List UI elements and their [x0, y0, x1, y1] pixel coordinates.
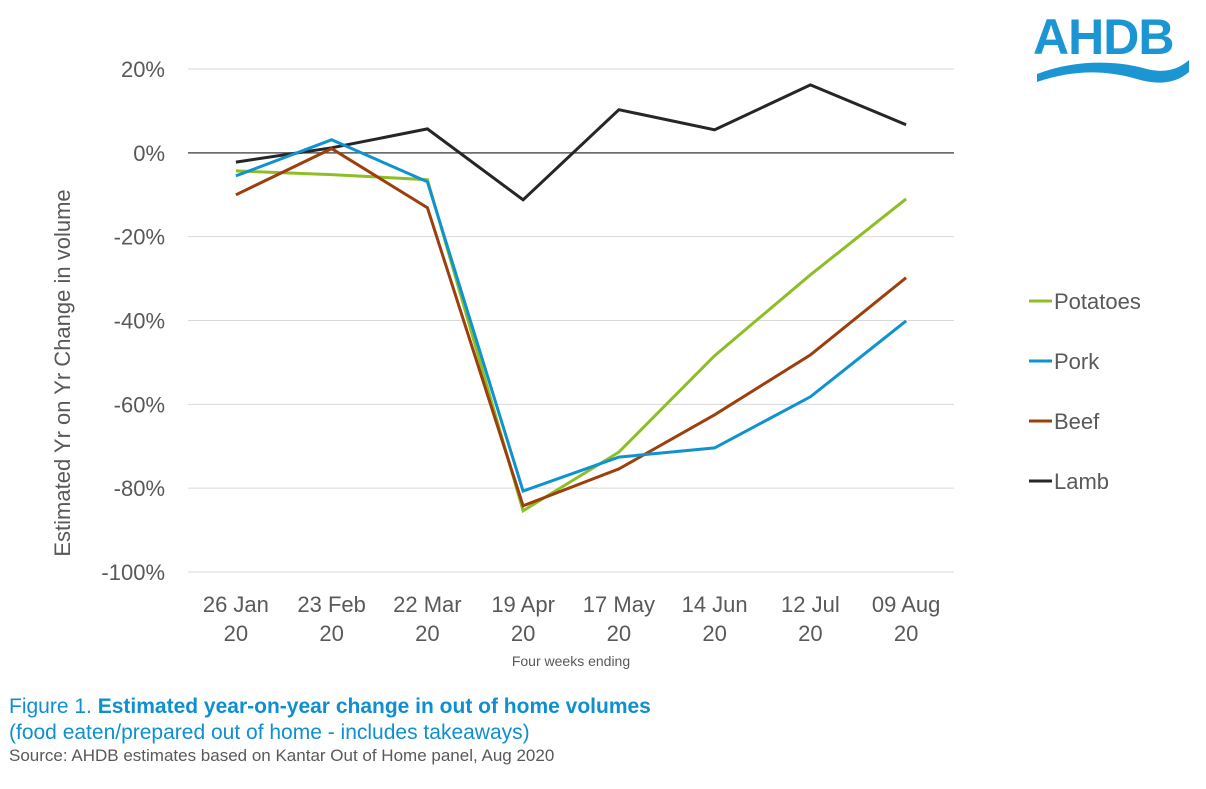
x-axis-title: Four weeks ending: [512, 653, 630, 669]
series-line-beef: [235, 146, 908, 508]
y-axis-title: Estimated Yr on Yr Change in volume: [50, 189, 75, 556]
figure-label: Figure 1.: [9, 695, 92, 718]
ahdb-logo: AHDB: [1033, 8, 1193, 90]
figure-title: Estimated year-on-year change in out of …: [97, 695, 651, 718]
legend-item-beef: Beef: [1029, 409, 1100, 434]
x-tick-label: 09 Aug 20: [872, 592, 941, 646]
x-tick-label: 23 Feb 20: [297, 592, 366, 646]
y-tick-label: 0%: [133, 141, 165, 166]
x-tick-label: 17 May 20: [583, 592, 655, 646]
caption-title-line: Figure 1. Estimated year-on-year change …: [9, 694, 651, 720]
x-axis-ticks: 26 Jan 20 23 Feb 20 22 Mar 20 19 Apr 20 17 May 20…: [203, 592, 941, 646]
y-tick-label: -100%: [101, 560, 165, 585]
y-tick-label: -20%: [114, 225, 165, 250]
y-axis-ticks: 20% 0% -20% -40% -60% -80% -100%: [101, 57, 165, 585]
gridlines: [188, 68, 954, 573]
series-line-lamb: [235, 83, 907, 202]
legend-item-potatoes: Potatoes: [1029, 289, 1141, 314]
figure-source: Source: AHDB estimates based on Kantar O…: [9, 746, 555, 765]
line-chart: 20% 0% -20% -40% -60% -80% -100% Estimated Yr …: [50, 57, 1141, 669]
figure-subtitle: (food eaten/prepared out of home - inclu…: [9, 721, 530, 744]
y-tick-label: 20%: [121, 57, 165, 82]
series-lines: [235, 83, 908, 514]
legend-item-pork: Pork: [1029, 349, 1100, 374]
x-tick-label: 14 Jun 20: [682, 592, 748, 646]
legend-label: Beef: [1054, 409, 1100, 434]
y-tick-label: -40%: [114, 309, 165, 334]
y-tick-label: -80%: [114, 476, 165, 501]
legend: Potatoes Pork Beef Lamb: [1029, 289, 1141, 494]
figure-caption: Figure 1. Estimated year-on-year change …: [9, 694, 651, 767]
legend-label: Pork: [1054, 349, 1100, 374]
series-line-pork: [235, 138, 908, 494]
x-tick-label: 22 Mar 20: [393, 592, 461, 646]
legend-label: Potatoes: [1054, 289, 1141, 314]
x-tick-label: 19 Apr 20: [491, 592, 555, 646]
x-tick-label: 12 Jul 20: [781, 592, 840, 646]
legend-item-lamb: Lamb: [1029, 469, 1109, 494]
logo-text: AHDB: [1033, 9, 1174, 65]
x-tick-label: 26 Jan 20: [203, 592, 269, 646]
wave-icon: [1037, 60, 1189, 83]
y-tick-label: -60%: [114, 392, 165, 417]
legend-label: Lamb: [1054, 469, 1109, 494]
series-line-potatoes: [235, 169, 908, 514]
